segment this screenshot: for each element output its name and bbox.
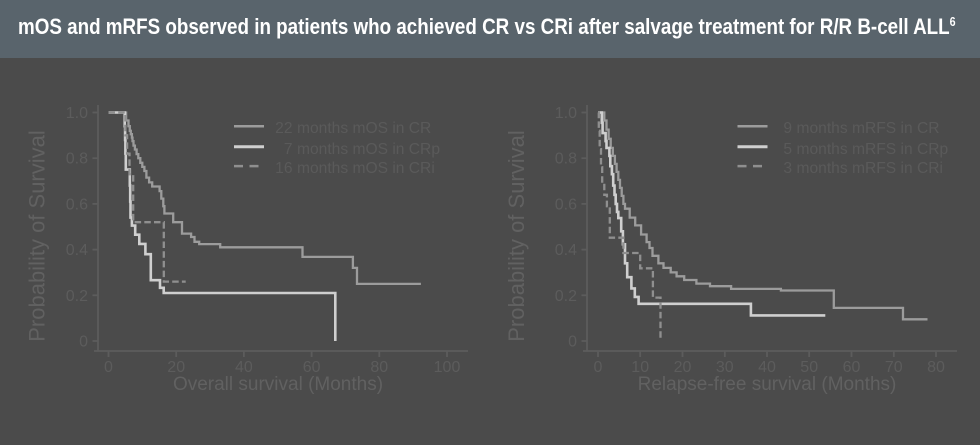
svg-text:0: 0: [79, 334, 88, 351]
svg-text:months mRFS in CRp: months mRFS in CRp: [797, 141, 949, 158]
svg-text:20: 20: [674, 359, 692, 376]
svg-text:60: 60: [843, 359, 861, 376]
svg-text:0: 0: [594, 359, 603, 376]
svg-text:months mOS in CRi: months mOS in CRi: [297, 160, 435, 177]
svg-text:0.4: 0.4: [66, 242, 88, 259]
svg-text:0.6: 0.6: [555, 196, 577, 213]
svg-text:months mRFS in CRi: months mRFS in CRi: [797, 160, 943, 177]
svg-text:Probability of Survival: Probability of Survival: [24, 130, 49, 342]
svg-text:30: 30: [716, 359, 734, 376]
svg-text:0.6: 0.6: [66, 196, 88, 213]
svg-text:80: 80: [927, 359, 945, 376]
svg-text:50: 50: [800, 359, 818, 376]
svg-text:months mOS in CRp: months mOS in CRp: [297, 141, 440, 158]
svg-text:22: 22: [275, 120, 292, 137]
svg-text:months mRFS in CR: months mRFS in CR: [797, 120, 940, 137]
svg-text:40: 40: [758, 359, 776, 376]
svg-text:0.2: 0.2: [555, 288, 577, 305]
svg-text:0: 0: [568, 334, 577, 351]
svg-text:60: 60: [303, 359, 321, 376]
svg-text:0: 0: [104, 359, 113, 376]
svg-text:Probability of Survival: Probability of Survival: [504, 130, 529, 342]
svg-text:7: 7: [284, 141, 293, 158]
svg-text:0.4: 0.4: [555, 242, 577, 259]
svg-text:9: 9: [783, 120, 792, 137]
svg-text:70: 70: [885, 359, 903, 376]
svg-text:16: 16: [275, 160, 292, 177]
svg-text:20: 20: [167, 359, 185, 376]
svg-text:0.8: 0.8: [555, 151, 577, 168]
svg-text:Overall survival (Months): Overall survival (Months): [173, 374, 383, 395]
svg-text:40: 40: [235, 359, 253, 376]
svg-text:1.0: 1.0: [555, 105, 577, 122]
svg-text:months mOS in CR: months mOS in CR: [297, 120, 431, 137]
svg-text:80: 80: [370, 359, 388, 376]
svg-text:Relapse-free survival (Months): Relapse-free survival (Months): [638, 374, 897, 395]
svg-text:10: 10: [631, 359, 649, 376]
svg-text:1.0: 1.0: [66, 105, 88, 122]
svg-text:100: 100: [434, 359, 461, 376]
svg-text:0.2: 0.2: [66, 288, 88, 305]
svg-text:0.8: 0.8: [66, 151, 88, 168]
svg-text:3: 3: [783, 160, 792, 177]
svg-text:5: 5: [783, 141, 792, 158]
